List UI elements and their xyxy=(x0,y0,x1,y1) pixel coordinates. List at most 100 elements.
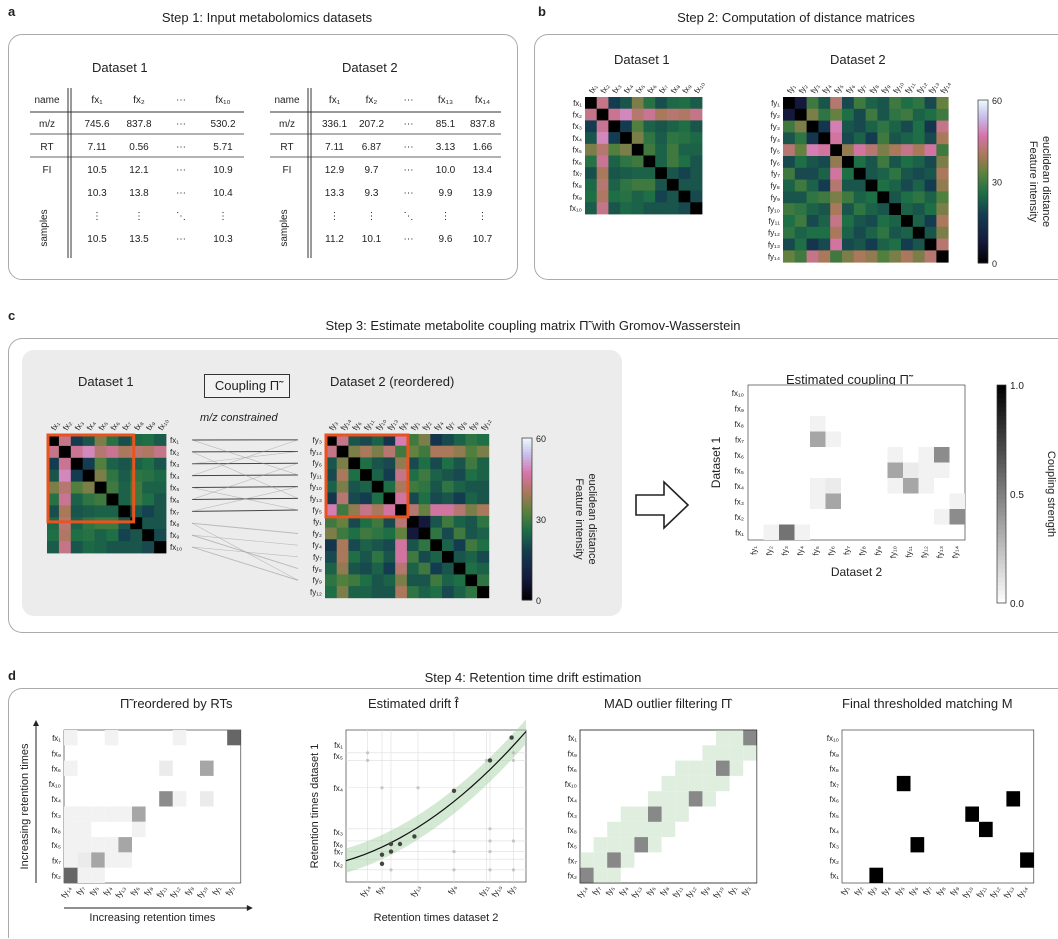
c2-cell xyxy=(395,446,407,458)
cc-cell xyxy=(779,525,795,541)
c1-cell xyxy=(59,482,71,494)
c2-col-tick: fy₂ xyxy=(421,419,433,432)
b2-cell xyxy=(830,97,842,109)
c1-cell xyxy=(154,434,166,446)
b2-cell xyxy=(807,121,819,133)
c1-cell xyxy=(95,458,107,470)
c2-cell xyxy=(348,586,360,598)
c1-cell xyxy=(118,446,130,458)
b1-cell xyxy=(608,120,620,132)
c1-cell xyxy=(118,517,130,529)
b1-cell xyxy=(667,132,679,144)
d2-row-tick: fx₂ xyxy=(334,860,343,869)
b2-cell xyxy=(795,250,807,262)
c2-cell xyxy=(407,586,419,598)
b1-cell xyxy=(597,97,609,109)
c2-row-tick: fy₁₄ xyxy=(310,447,322,456)
b2-cell xyxy=(877,250,889,262)
c2-cell xyxy=(395,457,407,469)
d2-col-tick: fy₆ xyxy=(446,884,459,897)
d2-col-tick: fy₁₃ xyxy=(409,884,423,899)
d3-row-tick: fx₅ xyxy=(568,841,577,850)
b2-cell xyxy=(901,97,913,109)
c2-cell xyxy=(360,469,372,481)
cc-ylabel: Dataset 1 xyxy=(709,436,723,488)
b2-cell xyxy=(901,132,913,144)
c2-cell xyxy=(477,516,489,528)
d3-band-cell xyxy=(621,822,635,837)
b2-cell xyxy=(925,239,937,251)
b2-cell xyxy=(889,132,901,144)
c2-cell xyxy=(395,481,407,493)
c2-cell xyxy=(372,574,384,586)
b1-cell xyxy=(632,156,644,168)
c2-cell xyxy=(477,434,489,446)
cc-col-tick: fy₆ xyxy=(827,546,836,555)
b2-cell xyxy=(818,239,830,251)
b2-cell xyxy=(818,180,830,192)
d3-band-cell xyxy=(730,730,744,745)
b2-cell xyxy=(889,215,901,227)
c-cbar-seg xyxy=(522,438,532,441)
d4-row-tick: fx₂ xyxy=(830,856,839,865)
b1-cell xyxy=(690,144,702,156)
c-map-line-faint xyxy=(192,463,298,499)
c2-cell xyxy=(477,574,489,586)
d3-band-cell xyxy=(594,852,608,867)
d2-col-tick: fy₁₁ xyxy=(478,883,492,898)
b1-cell xyxy=(608,191,620,203)
c2-cell xyxy=(395,539,407,551)
b1-cell xyxy=(679,191,691,203)
cc-col-tick: fy₈ xyxy=(858,546,867,556)
c1-cell xyxy=(154,541,166,553)
b1-cell xyxy=(655,167,667,179)
d3-cell xyxy=(580,868,594,883)
b1-cell xyxy=(632,202,644,214)
c1-cell xyxy=(95,470,107,482)
b2-cell xyxy=(795,121,807,133)
b1-cell xyxy=(632,109,644,121)
c2-cell xyxy=(465,504,477,516)
c2-cell xyxy=(372,528,384,540)
c1-row-tick: fx₃ xyxy=(170,460,179,469)
c2-cell xyxy=(372,469,384,481)
c2-cell xyxy=(419,481,431,493)
b2-cell xyxy=(854,203,866,215)
b2-cell xyxy=(866,215,878,227)
c1-col-tick: fx₁ xyxy=(49,420,61,432)
b2-cell xyxy=(877,203,889,215)
b2-cell xyxy=(901,180,913,192)
c1-cell xyxy=(130,505,142,517)
c2-cell xyxy=(430,574,442,586)
c2-cell xyxy=(430,551,442,563)
d1-cell xyxy=(78,822,92,837)
c2-cell xyxy=(430,446,442,458)
d4-cell xyxy=(869,868,883,883)
d4-cell xyxy=(1020,852,1034,867)
b2-cell xyxy=(936,215,948,227)
cc-cbar-seg xyxy=(997,503,1006,508)
d2-matched-point xyxy=(412,834,416,838)
c2-cell xyxy=(442,563,454,575)
d1-cell xyxy=(64,807,78,822)
cc-cell xyxy=(826,494,842,510)
b1-cell xyxy=(597,156,609,168)
b2-cell xyxy=(901,239,913,251)
b2-cell xyxy=(877,215,889,227)
c2-row-tick: fy₅ xyxy=(313,506,322,515)
b1-cell xyxy=(597,202,609,214)
b2-cell xyxy=(889,250,901,262)
c2-cell xyxy=(465,528,477,540)
cc-col-tick: fy₃ xyxy=(781,546,790,555)
c1-cell xyxy=(130,446,142,458)
c2-col-tick: fy₉ xyxy=(468,419,480,432)
d2-candidate-point xyxy=(366,759,369,762)
cc-cbar-label: Coupling strength xyxy=(1045,451,1057,537)
cc-row-tick: fx₃ xyxy=(735,497,744,506)
c-cbar-label2: euclidean distance xyxy=(586,473,598,564)
b2-cell xyxy=(913,191,925,203)
b2-cell xyxy=(842,180,854,192)
c1-cell xyxy=(71,529,83,541)
c-mapping-lines xyxy=(192,440,298,580)
cc-cell xyxy=(934,447,950,463)
